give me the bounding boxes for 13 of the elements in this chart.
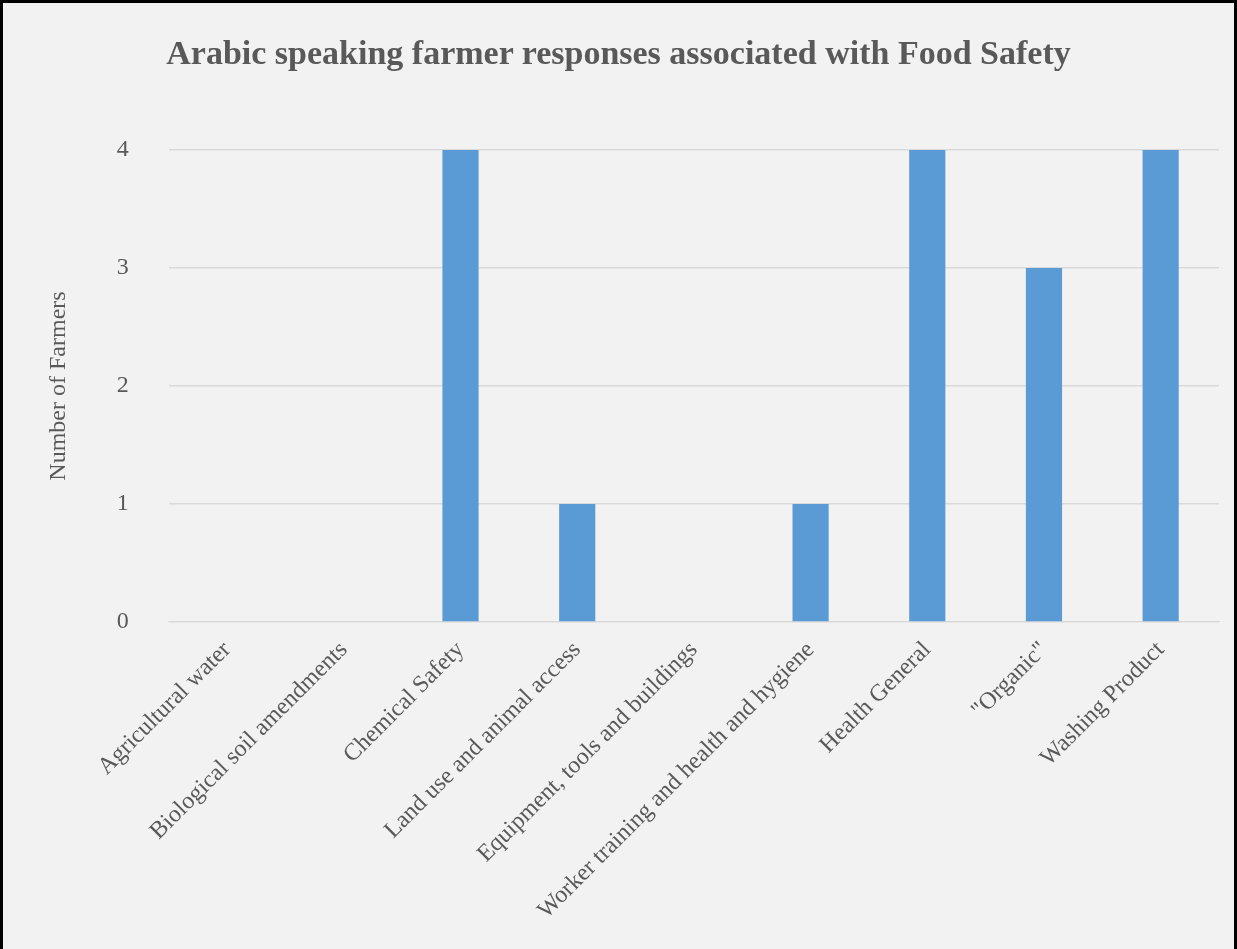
chart-title: Arabic speaking farmer responses associated with Food Safety [165, 33, 1072, 73]
bar [559, 503, 596, 622]
y-tick-label: 4 [116, 135, 129, 162]
y-tick-label: 3 [116, 253, 129, 280]
bar [909, 150, 946, 622]
bar [1142, 150, 1179, 622]
bar [1025, 268, 1063, 622]
y-tick-label: 2 [116, 371, 129, 398]
bar [792, 503, 829, 622]
y-tick-label: 0 [116, 607, 129, 634]
y-axis-title: Number of Farmers [43, 291, 70, 481]
y-tick-label: 1 [116, 489, 129, 516]
bar [442, 150, 479, 622]
